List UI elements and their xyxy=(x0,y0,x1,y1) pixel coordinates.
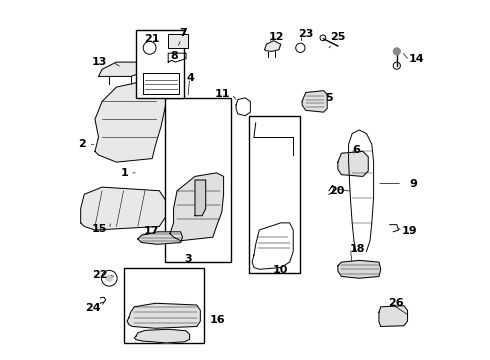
Text: 7: 7 xyxy=(179,28,187,38)
Text: 5: 5 xyxy=(325,93,333,103)
Polygon shape xyxy=(265,41,281,51)
Text: 25: 25 xyxy=(330,32,345,42)
Polygon shape xyxy=(95,80,167,162)
Text: 20: 20 xyxy=(329,186,344,197)
Polygon shape xyxy=(338,152,368,176)
Text: 9: 9 xyxy=(409,179,417,189)
Text: 22: 22 xyxy=(92,270,107,280)
Text: 13: 13 xyxy=(92,57,107,67)
Polygon shape xyxy=(379,306,408,327)
Text: 24: 24 xyxy=(85,303,100,313)
Polygon shape xyxy=(195,180,206,216)
Text: 18: 18 xyxy=(350,244,365,254)
Polygon shape xyxy=(170,173,223,241)
Text: 17: 17 xyxy=(143,226,159,236)
Bar xyxy=(168,33,188,48)
Text: 23: 23 xyxy=(298,29,313,39)
Bar xyxy=(248,116,300,273)
Text: 1: 1 xyxy=(121,168,129,178)
Text: 14: 14 xyxy=(409,54,424,64)
Polygon shape xyxy=(127,303,200,328)
Text: 21: 21 xyxy=(144,33,159,44)
Text: 10: 10 xyxy=(273,265,289,275)
Polygon shape xyxy=(134,329,190,343)
Text: 26: 26 xyxy=(388,298,403,308)
Polygon shape xyxy=(98,62,145,76)
Bar xyxy=(165,98,231,262)
Circle shape xyxy=(106,275,113,282)
Text: 8: 8 xyxy=(170,51,178,61)
Polygon shape xyxy=(302,91,327,112)
Bar xyxy=(123,267,204,342)
Text: 15: 15 xyxy=(92,224,107,234)
Text: 4: 4 xyxy=(186,73,194,83)
Polygon shape xyxy=(81,187,167,230)
Text: 2: 2 xyxy=(78,139,86,149)
Text: 11: 11 xyxy=(215,89,230,99)
Circle shape xyxy=(393,48,400,55)
Text: 19: 19 xyxy=(401,226,417,236)
Polygon shape xyxy=(138,232,182,244)
Text: 16: 16 xyxy=(209,315,225,325)
Text: 12: 12 xyxy=(268,32,284,42)
Text: 6: 6 xyxy=(352,145,360,155)
Text: 3: 3 xyxy=(184,253,192,264)
Polygon shape xyxy=(338,260,381,278)
Bar xyxy=(136,30,184,98)
